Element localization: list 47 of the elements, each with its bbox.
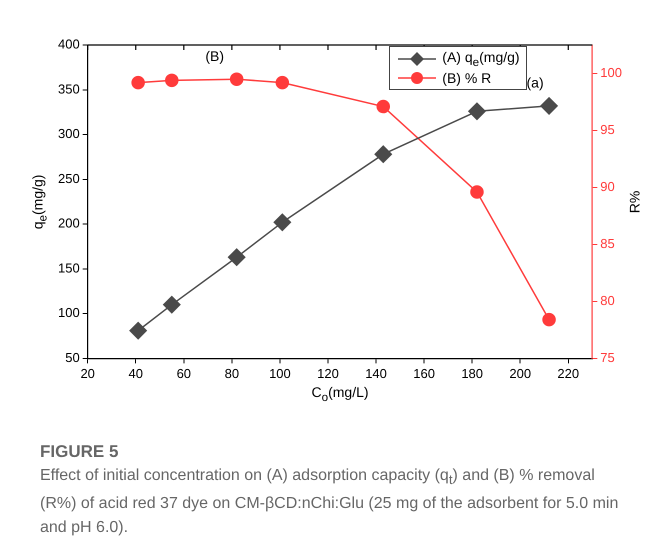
y2-axis-title: R%	[626, 190, 642, 213]
point	[374, 145, 392, 163]
x-axis-title: C$_{o}$(mg/L)	[312, 384, 369, 404]
y2-tick-label: 100	[600, 65, 622, 80]
point	[276, 76, 290, 90]
x-tick-label: 160	[413, 366, 435, 381]
y-tick-label: 300	[58, 126, 80, 142]
y2-tick-label: 85	[600, 236, 615, 252]
point	[274, 214, 292, 232]
y-tick-label: 350	[58, 81, 80, 96]
x-tick-label: 200	[509, 366, 532, 381]
y2-tick-label: 90	[600, 179, 615, 194]
annotation: (B)	[205, 48, 224, 64]
x-tick-label: 220	[557, 366, 580, 381]
y2-tick-label: 80	[600, 292, 615, 308]
point	[131, 76, 145, 90]
x-tick-label: 140	[365, 366, 387, 381]
point	[228, 248, 246, 266]
point	[129, 322, 147, 340]
point	[468, 102, 486, 120]
x-tick-label: 120	[317, 366, 339, 381]
x-tick-label: 80	[224, 366, 240, 381]
legend-label: (B) % R	[442, 70, 492, 86]
y-tick-label: 400	[58, 36, 80, 52]
point	[540, 97, 558, 115]
y2-tick-label: 95	[600, 122, 615, 138]
y-tick-label: 200	[58, 216, 80, 231]
text: Effect of initial concentration on (A) adsorption capacity (q$_{t}$) and (B) % removal (R%) of acid red 37 dye on CM-βCD:nChi:Glu (25 mg of the adsorbent for 5.0 min and pH 6.0).	[40, 466, 620, 538]
y2-tick-label: 75	[600, 350, 615, 365]
point	[470, 185, 484, 199]
x-tick-label: 180	[461, 366, 484, 381]
point	[542, 312, 556, 326]
y-tick-label: 100	[58, 305, 80, 320]
point	[163, 296, 181, 314]
text: FIGURE 5	[40, 441, 120, 463]
x-tick-label: 100	[269, 366, 291, 381]
y-tick-label: 250	[58, 170, 80, 186]
point	[230, 72, 244, 86]
x-tick-label: 20	[80, 366, 95, 381]
point	[165, 74, 179, 88]
point	[376, 100, 390, 114]
x-tick-label: 40	[128, 366, 143, 381]
annotation: (a)	[526, 74, 544, 91]
x-tick-label: 60	[176, 366, 192, 381]
y-tick-label: 150	[58, 260, 80, 276]
legend-label: (A) q$_{e}$(mg/g)	[442, 48, 520, 68]
y-tick-label: 50	[65, 350, 80, 365]
